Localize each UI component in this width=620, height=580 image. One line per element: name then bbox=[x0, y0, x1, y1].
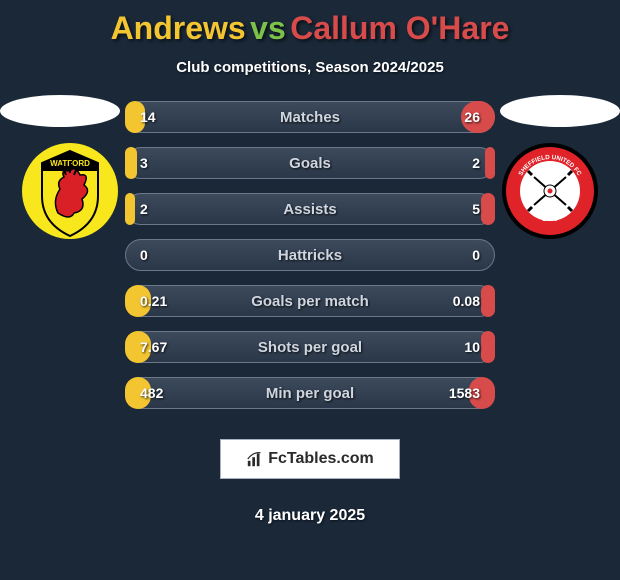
subtitle: Club competitions, Season 2024/2025 bbox=[0, 59, 620, 76]
stat-row: 7.67 10 Shots per goal bbox=[125, 331, 495, 363]
shadow-ellipse-left bbox=[0, 95, 120, 127]
fctables-text: FcTables.com bbox=[268, 450, 374, 468]
stat-value-right: 26 bbox=[464, 109, 480, 125]
stat-label: Shots per goal bbox=[258, 339, 362, 356]
watford-crest: WATFORD bbox=[20, 141, 120, 241]
stat-bars: 14 26 Matches 3 2 Goals 2 5 Assists 0 0 Hattricks 0.… bbox=[125, 101, 495, 409]
right-cap bbox=[481, 193, 495, 225]
fctables-bars-icon bbox=[246, 450, 264, 468]
stat-value-left: 3 bbox=[140, 155, 148, 171]
stat-value-left: 482 bbox=[140, 385, 163, 401]
stat-row: 0.21 0.08 Goals per match bbox=[125, 285, 495, 317]
stat-value-right: 1583 bbox=[449, 385, 480, 401]
stat-row: 0 0 Hattricks bbox=[125, 239, 495, 271]
generated-date: 4 january 2025 bbox=[0, 507, 620, 525]
right-cap bbox=[481, 331, 495, 363]
stat-value-left: 2 bbox=[140, 201, 148, 217]
stat-value-right: 5 bbox=[472, 201, 480, 217]
stat-value-right: 2 bbox=[472, 155, 480, 171]
stat-label: Min per goal bbox=[266, 385, 354, 402]
stat-row: 14 26 Matches bbox=[125, 101, 495, 133]
fctables-logo: FcTables.com bbox=[220, 439, 400, 479]
comparison-stage: WATFORD SHEFFIELD UNITED FC 1889 14 26 Mat… bbox=[0, 101, 620, 409]
stat-row: 2 5 Assists bbox=[125, 193, 495, 225]
stat-value-left: 0 bbox=[140, 247, 148, 263]
shadow-ellipse-right bbox=[500, 95, 620, 127]
vs-word: vs bbox=[250, 10, 286, 46]
stat-value-left: 14 bbox=[140, 109, 156, 125]
stat-row: 482 1583 Min per goal bbox=[125, 377, 495, 409]
comparison-title: Andrews vs Callum O'Hare bbox=[0, 0, 620, 47]
stat-label: Goals per match bbox=[251, 293, 369, 310]
stat-value-left: 0.21 bbox=[140, 293, 167, 309]
stat-label: Goals bbox=[289, 155, 331, 172]
left-cap bbox=[125, 193, 135, 225]
player2-name: Callum O'Hare bbox=[290, 10, 509, 46]
stat-value-right: 10 bbox=[464, 339, 480, 355]
stat-label: Hattricks bbox=[278, 247, 342, 264]
player1-name: Andrews bbox=[111, 10, 246, 46]
stat-label: Matches bbox=[280, 109, 340, 126]
stat-label: Assists bbox=[283, 201, 336, 218]
stat-value-left: 7.67 bbox=[140, 339, 167, 355]
left-cap bbox=[125, 147, 137, 179]
stat-row: 3 2 Goals bbox=[125, 147, 495, 179]
right-cap bbox=[485, 147, 495, 179]
stat-value-right: 0.08 bbox=[453, 293, 480, 309]
sheffield-year: 1889 bbox=[542, 216, 558, 223]
stat-value-right: 0 bbox=[472, 247, 480, 263]
sheffield-united-crest: SHEFFIELD UNITED FC 1889 bbox=[500, 141, 600, 241]
right-cap bbox=[481, 285, 495, 317]
